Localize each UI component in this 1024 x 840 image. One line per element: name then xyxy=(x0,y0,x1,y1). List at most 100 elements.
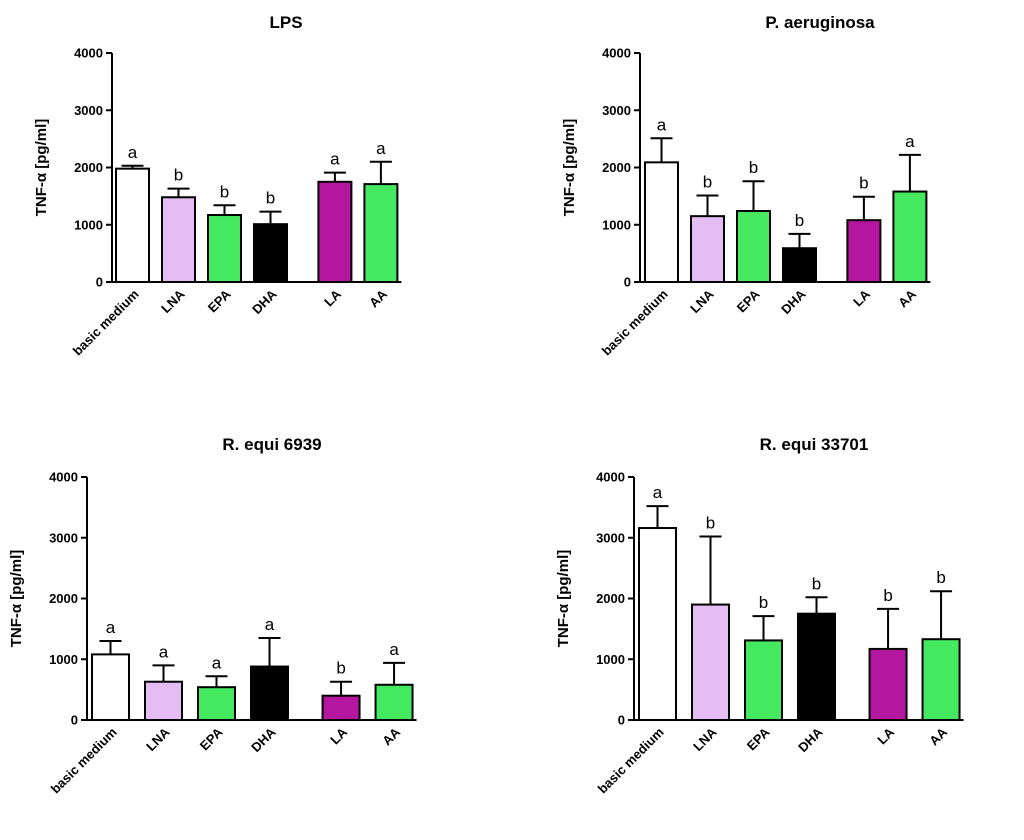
significance-label: b xyxy=(812,574,821,593)
y-tick-label: 1000 xyxy=(74,217,103,232)
bar-lna xyxy=(144,680,183,721)
significance-label: b xyxy=(703,173,712,192)
bar-epa xyxy=(197,686,236,722)
y-tick-label: 0 xyxy=(71,713,78,728)
significance-label: a xyxy=(389,640,399,659)
chart-title: R. equi 33701 xyxy=(760,435,869,454)
y-axis-label: TNF-α [pg/ml] xyxy=(8,550,25,648)
y-axis-label: TNF-α [pg/ml] xyxy=(555,550,572,648)
y-axis-label: TNF-α [pg/ml] xyxy=(561,119,578,217)
bar-la xyxy=(321,694,361,722)
chart-title: P. aeruginosa xyxy=(765,13,875,32)
x-tick-label: EPA xyxy=(205,286,234,315)
y-tick-label: 4000 xyxy=(602,46,631,61)
y-tick-label: 1000 xyxy=(596,652,625,667)
x-tick-label: DHA xyxy=(248,724,279,755)
bar-aa xyxy=(892,190,928,283)
x-tick-label: LNA xyxy=(687,286,717,316)
significance-label: b xyxy=(336,659,345,678)
bar-dha xyxy=(782,247,817,284)
bar-dha xyxy=(797,612,836,721)
chart-panel-4: R. equi 33701 TNF-α [pg/ml] 0 1000 2000 3000 4… xyxy=(555,435,964,796)
y-tick-label: 2000 xyxy=(596,591,625,606)
y-tick-label: 2000 xyxy=(49,591,78,606)
x-tick-label: AA xyxy=(895,286,919,310)
significance-label: a xyxy=(106,618,116,637)
x-tick-label: LNA xyxy=(690,724,720,754)
significance-label: b xyxy=(266,189,275,208)
bar-basic-medium xyxy=(115,167,150,284)
bar-dha xyxy=(250,665,289,721)
x-tick-label: EPA xyxy=(734,286,763,315)
significance-label: b xyxy=(795,211,804,230)
x-tick-label: basic medium xyxy=(599,287,671,359)
x-tick-label: LA xyxy=(874,724,897,747)
x-tick-label: basic medium xyxy=(595,725,667,797)
x-tick-label: AA xyxy=(366,286,390,310)
x-tick-label: LNA xyxy=(158,286,188,316)
significance-label: a xyxy=(905,132,915,151)
significance-label: a xyxy=(265,615,275,634)
significance-label: b xyxy=(749,158,758,177)
x-tick-label: EPA xyxy=(744,724,773,753)
significance-label: a xyxy=(653,483,663,502)
significance-label: a xyxy=(657,115,667,134)
significance-label: b xyxy=(859,174,868,193)
chart-title: R. equi 6939 xyxy=(222,435,321,454)
x-tick-label: basic medium xyxy=(48,725,120,797)
y-tick-label: 3000 xyxy=(49,530,78,545)
x-tick-label: DHA xyxy=(778,286,809,317)
x-tick-label: DHA xyxy=(795,724,826,755)
significance-label: a xyxy=(212,653,222,672)
y-tick-label: 1000 xyxy=(49,652,78,667)
x-tick-label: basic medium xyxy=(70,287,142,359)
chart-title: LPS xyxy=(269,13,302,32)
y-tick-label: 3000 xyxy=(596,530,625,545)
bar-basic-medium xyxy=(91,653,130,722)
bar-aa xyxy=(374,683,414,722)
chart-panel-1: LPS TNF-α [pg/ml] 0 1000 2000 3000 4000 a basic … xyxy=(33,13,402,359)
y-axis-label: TNF-α [pg/ml] xyxy=(33,119,50,217)
y-tick-label: 2000 xyxy=(602,160,631,175)
x-tick-label: EPA xyxy=(197,724,226,753)
significance-label: a xyxy=(128,143,138,162)
bar-lna xyxy=(690,215,725,284)
x-tick-label: DHA xyxy=(249,286,280,317)
x-tick-label: AA xyxy=(926,724,950,748)
x-tick-label: LNA xyxy=(143,724,173,754)
significance-label: b xyxy=(759,593,768,612)
significance-label: b xyxy=(936,568,945,587)
bar-basic-medium xyxy=(638,527,677,722)
y-tick-label: 3000 xyxy=(74,103,103,118)
x-tick-label: AA xyxy=(379,724,403,748)
bar-basic-medium xyxy=(644,161,679,283)
bar-epa xyxy=(744,639,783,721)
bar-lna xyxy=(691,603,730,722)
bar-epa xyxy=(207,214,242,283)
y-tick-label: 4000 xyxy=(596,470,625,485)
bar-aa xyxy=(363,183,399,283)
y-tick-label: 4000 xyxy=(74,46,103,61)
significance-label: b xyxy=(174,166,183,185)
x-tick-label: LA xyxy=(321,286,344,309)
significance-label: b xyxy=(220,182,229,201)
significance-label: a xyxy=(159,642,169,661)
bar-dha xyxy=(253,223,288,284)
y-tick-label: 4000 xyxy=(49,470,78,485)
y-tick-label: 2000 xyxy=(74,160,103,175)
y-tick-label: 0 xyxy=(96,275,103,290)
y-tick-label: 1000 xyxy=(602,217,631,232)
bar-lna xyxy=(161,196,196,284)
bar-la xyxy=(846,219,882,283)
chart-panel-2: P. aeruginosa TNF-α [pg/ml] 0 1000 2000 3000 4… xyxy=(561,13,931,359)
significance-label: a xyxy=(330,150,340,169)
significance-label: a xyxy=(376,139,386,158)
significance-label: b xyxy=(883,586,892,605)
y-tick-label: 3000 xyxy=(602,103,631,118)
x-tick-label: LA xyxy=(850,286,873,309)
bar-la xyxy=(868,647,908,721)
y-tick-label: 0 xyxy=(618,713,625,728)
significance-label: b xyxy=(706,514,715,533)
x-tick-label: LA xyxy=(327,724,350,747)
